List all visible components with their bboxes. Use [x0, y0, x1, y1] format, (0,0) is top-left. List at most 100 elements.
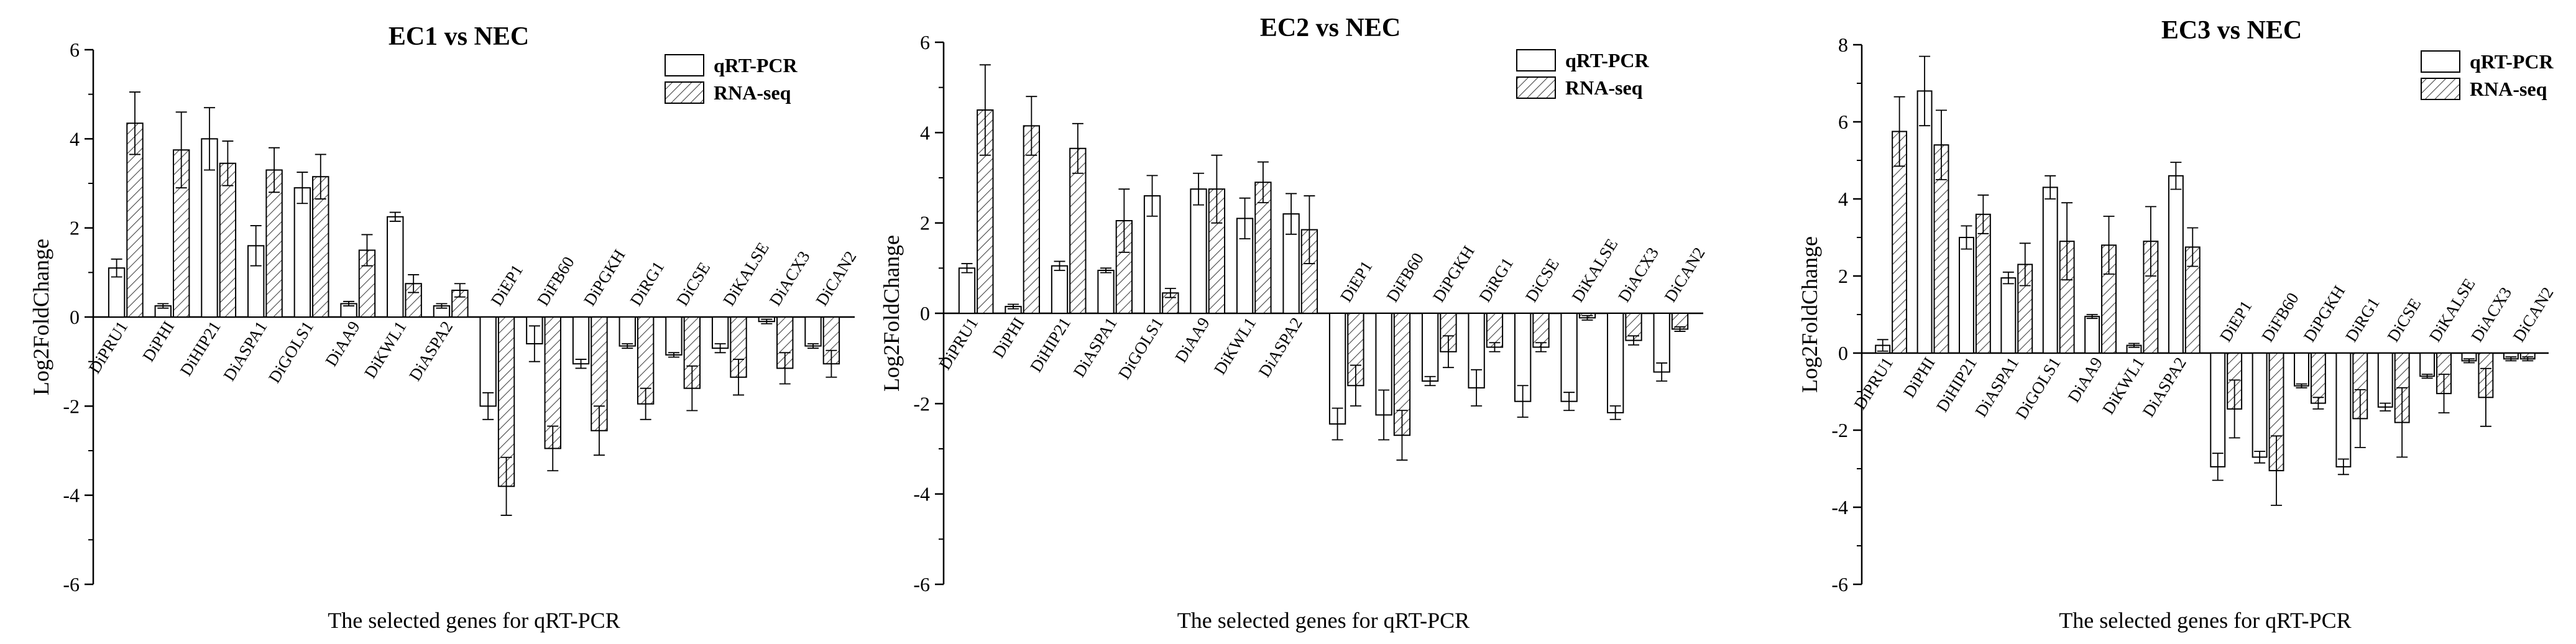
bar-qrt-pcr [2294, 352, 2309, 387]
bar-qrt-pcr [293, 187, 311, 318]
bar-qrt-pcr [619, 316, 636, 347]
category-label: DiPHI [1900, 354, 1939, 401]
bar-qrt-pcr [804, 316, 822, 347]
bar-rna-seq [1023, 125, 1041, 315]
category-label: DiKALSE [719, 239, 773, 310]
bar-rna-seq [1486, 313, 1504, 348]
category-label: DiACX3 [1614, 244, 1662, 306]
y-tick-label: 0 [70, 306, 80, 328]
y-tick-label: 0 [920, 302, 930, 324]
category-label: DiRG1 [627, 258, 668, 309]
category-label: DiFB60 [533, 253, 578, 309]
y-tick-label: -2 [1831, 419, 1848, 441]
bar-qrt-pcr [1328, 313, 1346, 425]
chart-3: EC3 vs NEC -6 -4 -2 0 2 4 6 8 Log2FoldChange The s… [1797, 16, 2557, 633]
category-label: DiEP1 [1336, 257, 1376, 305]
x-axis-label: The selected genes for qRT-PCR [328, 608, 620, 633]
bar-qrt-pcr [1468, 313, 1485, 389]
category-label: DiPHI [989, 314, 1028, 361]
bar-qrt-pcr [2419, 352, 2436, 377]
bar-qrt-pcr [1421, 313, 1439, 382]
category-label: DiACX3 [2467, 284, 2515, 346]
bar-rna-seq [1975, 213, 1991, 354]
bar-qrt-pcr [2252, 352, 2268, 458]
legend-label-qrt-pcr: qRT-PCR [2470, 50, 2554, 73]
category-label: DiAA9 [2064, 354, 2107, 405]
y-tick-label: -4 [63, 484, 80, 507]
category-label: DiEP1 [487, 261, 527, 309]
legend-label-qrt-pcr: qRT-PCR [1565, 49, 1650, 71]
category-label: DiPGKH [1429, 242, 1478, 305]
bar-qrt-pcr [1606, 313, 1624, 413]
legend-swatch-rna-seq [2421, 78, 2460, 100]
y-tick-label: -2 [63, 395, 80, 417]
y-tick-label: 2 [1838, 265, 1848, 287]
legend: qRT-PCR RNA-seq [1516, 49, 1650, 99]
category-label: DiPGKH [580, 246, 629, 309]
y-tick-label: 8 [1838, 34, 1848, 56]
chart-title: EC2 vs NEC [1260, 14, 1401, 42]
y-tick-label: -4 [913, 483, 930, 505]
legend-label-rna-seq: RNA-seq [1565, 76, 1643, 99]
category-label: DiHIP21 [1026, 314, 1074, 375]
bar-qrt-pcr [2000, 277, 2017, 354]
y-tick-label: 6 [70, 39, 80, 61]
category-label: DiCSE [1522, 255, 1563, 305]
category-label: DiASPA1 [1070, 314, 1121, 380]
y-tick-label: 0 [1838, 342, 1848, 364]
legend-swatch-qrt-pcr [665, 54, 704, 76]
y-tick-label: 2 [920, 212, 930, 234]
bar-qrt-pcr [2042, 186, 2058, 354]
bar-qrt-pcr [572, 316, 590, 365]
x-axis-label: The selected genes for qRT-PCR [2059, 608, 2351, 633]
y-tick-label: -6 [1831, 573, 1848, 596]
y-axis-label: Log2FoldChange [879, 235, 904, 392]
legend-swatch-qrt-pcr [2421, 50, 2460, 73]
y-axis-label: Log2FoldChange [1797, 236, 1822, 393]
category-label: DiACX3 [766, 248, 814, 310]
category-label: DiKWL1 [361, 318, 410, 381]
y-tick-label: 4 [1838, 188, 1848, 210]
category-label: DiGOLS1 [265, 318, 317, 386]
y-tick-label: -6 [913, 573, 930, 596]
chart-title: EC1 vs NEC [389, 22, 529, 51]
y-tick-label: 4 [920, 121, 930, 144]
category-label: DiAA9 [1171, 314, 1213, 366]
bar-qrt-pcr [1916, 90, 1933, 354]
category-label: DiAA9 [321, 318, 364, 369]
y-tick-label: 2 [70, 217, 80, 239]
bar-qrt-pcr [2210, 352, 2226, 467]
bar-rna-seq [2310, 352, 2326, 404]
category-label: DiKWL1 [1210, 314, 1259, 377]
bar-rna-seq [1069, 147, 1087, 314]
legend-swatch-rna-seq [665, 81, 704, 104]
bar-qrt-pcr [2084, 316, 2100, 354]
legend: qRT-PCR RNA-seq [2421, 50, 2554, 100]
bar-rna-seq [219, 162, 237, 318]
category-label: DiPRU1 [85, 318, 132, 377]
category-label: DiCSE [673, 259, 714, 309]
bar-qrt-pcr [2335, 352, 2352, 467]
bar-qrt-pcr [958, 267, 976, 315]
category-label: DiFB60 [2258, 289, 2302, 345]
legend-label-rna-seq: RNA-seq [714, 81, 791, 104]
category-label: DiRG1 [1475, 254, 1517, 305]
bar-rna-seq [1532, 313, 1550, 348]
category-label: DiCAN2 [812, 248, 860, 310]
bar-qrt-pcr [1051, 265, 1069, 315]
bar-rna-seq [1393, 313, 1411, 436]
chart-2: EC2 vs NEC -6 -4 -2 0 2 4 6 Log2FoldChange The se… [879, 14, 1709, 633]
y-tick-label: -4 [1831, 496, 1848, 518]
legend-swatch-rna-seq [1516, 76, 1556, 99]
legend: qRT-PCR RNA-seq [665, 54, 798, 104]
bar-qrt-pcr [1560, 313, 1578, 402]
category-label: DiFB60 [1382, 249, 1427, 305]
bar-qrt-pcr [2168, 175, 2184, 354]
category-label: DiRG1 [2342, 294, 2383, 345]
y-tick-label: -2 [913, 392, 930, 415]
category-label: DiPRU1 [936, 314, 982, 373]
bar-rna-seq [730, 316, 747, 378]
bar-rna-seq [312, 176, 329, 318]
bar-qrt-pcr [387, 216, 404, 318]
